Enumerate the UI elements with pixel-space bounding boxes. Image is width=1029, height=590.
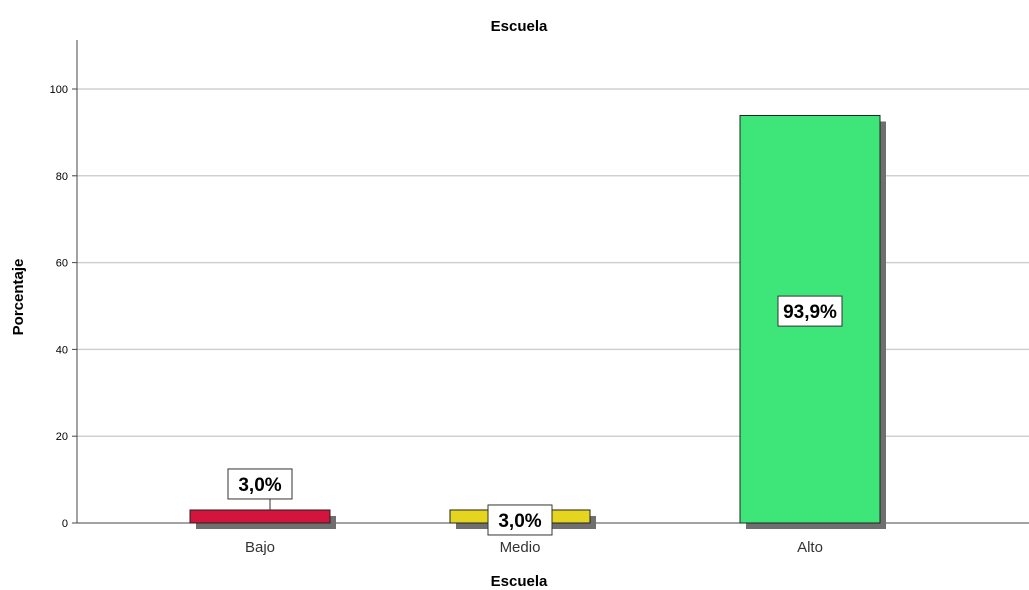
x-tick-label: Bajo	[245, 539, 275, 556]
x-axis-label: Escuela	[491, 573, 548, 590]
y-tick-label: 20	[56, 431, 68, 443]
data-label: 3,0%	[227, 468, 293, 510]
x-tick-label: Medio	[500, 539, 541, 556]
y-tick-label: 80	[56, 171, 68, 183]
data-label-box	[487, 504, 553, 536]
y-tick-label: 40	[56, 344, 68, 356]
y-tick-label: 0	[62, 518, 68, 530]
x-tick-label: Alto	[797, 539, 823, 556]
y-axis-ticks: 0 20 40 60 80 100	[50, 84, 77, 530]
chart-title: Escuela	[491, 18, 548, 35]
y-tick-label: 100	[50, 84, 68, 96]
bar-bajo	[189, 509, 331, 524]
data-label-text: 3,0%	[238, 475, 281, 496]
data-label: 3,0%	[487, 504, 553, 536]
data-label-box	[777, 295, 843, 327]
data-labels: 3,0% 3,0% 93,9%	[227, 295, 843, 536]
data-label-text: 93,9%	[783, 302, 837, 323]
y-tick-label: 60	[56, 258, 68, 270]
data-label: 93,9%	[777, 295, 843, 327]
data-label-text: 3,0%	[498, 511, 541, 532]
gridlines	[77, 88, 1029, 437]
x-axis-ticks: Bajo Medio Alto	[245, 539, 823, 556]
y-axis-label: Porcentaje	[10, 259, 27, 336]
data-label-box	[227, 468, 293, 500]
